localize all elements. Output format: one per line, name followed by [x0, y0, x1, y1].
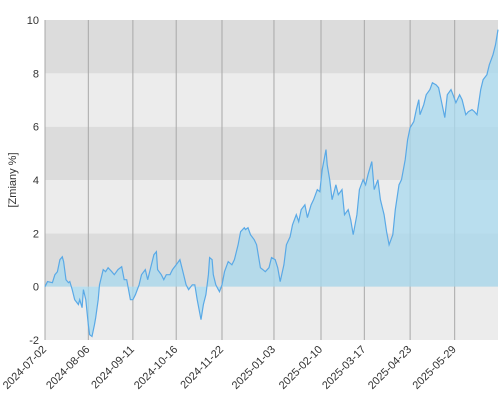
- x-tick-label: 2025-01-03: [230, 344, 278, 392]
- y-tick-label: 0: [33, 282, 39, 294]
- x-tick-label: 2024-11-22: [178, 344, 226, 392]
- y-tick-label: 4: [33, 175, 39, 187]
- y-tick-label: -2: [29, 335, 39, 347]
- y-tick-label: 8: [33, 68, 39, 80]
- y-tick-label: 10: [27, 15, 39, 27]
- x-tick-label: 2025-03-17: [320, 344, 368, 392]
- y-tick-label: 6: [33, 122, 39, 134]
- x-tick-label: 2024-07-02: [1, 344, 49, 392]
- grid-band: [45, 20, 498, 74]
- x-tick-label: 2024-09-11: [89, 344, 137, 392]
- area: [45, 29, 498, 337]
- x-tick-label: 2025-02-10: [277, 344, 325, 392]
- x-tick-label: 2024-08-06: [44, 344, 92, 392]
- x-tick-label: 2025-05-29: [411, 344, 459, 392]
- y-tick-label: 2: [33, 228, 39, 240]
- y-axis-label: [Zmiany %]: [7, 152, 19, 207]
- x-tick-label: 2024-10-16: [132, 344, 180, 392]
- x-tick-label: 2025-04-23: [366, 344, 414, 392]
- line: [44, 29, 499, 338]
- grid-band: [45, 286, 498, 340]
